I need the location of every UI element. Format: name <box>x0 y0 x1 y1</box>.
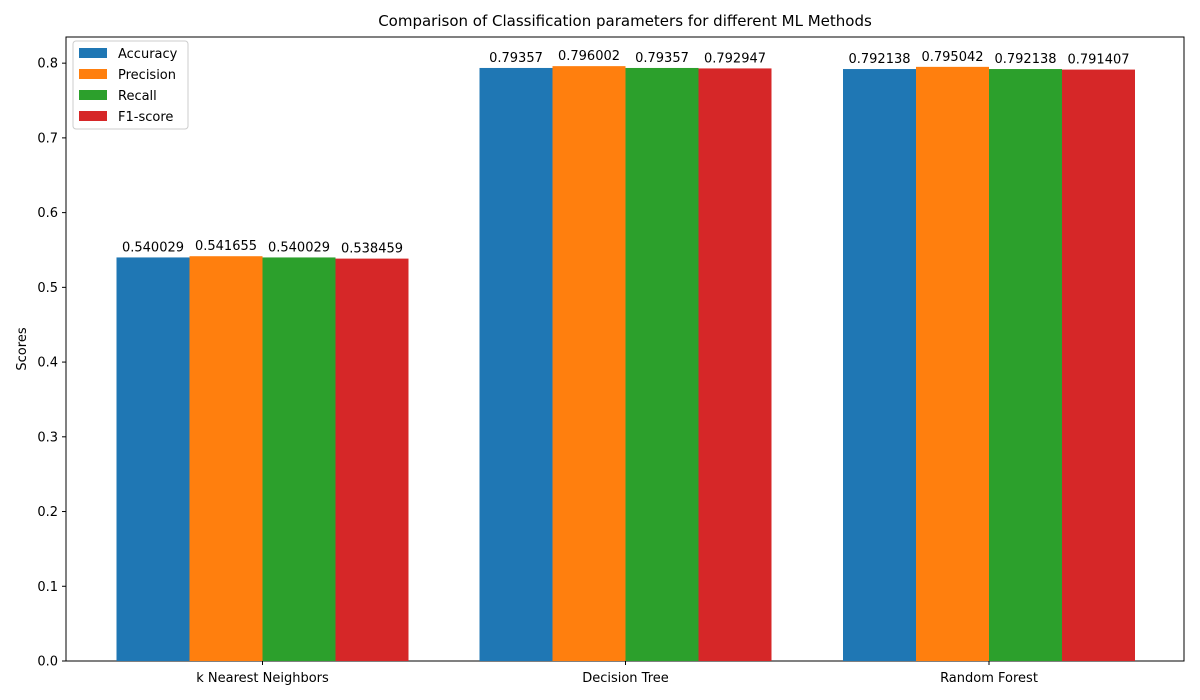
legend-swatch <box>79 48 107 58</box>
bar <box>698 68 772 661</box>
bar-value-label: 0.795042 <box>921 50 983 65</box>
bar-value-label: 0.792138 <box>994 52 1056 67</box>
bar <box>116 257 190 661</box>
chart-title: Comparison of Classification parameters … <box>378 12 872 30</box>
legend-label: Precision <box>118 68 176 83</box>
y-tick-label: 0.8 <box>37 57 58 72</box>
y-tick-label: 0.5 <box>37 281 58 296</box>
bar <box>552 66 626 661</box>
legend-label: Accuracy <box>118 47 178 62</box>
bar-value-label: 0.540029 <box>122 240 184 255</box>
y-tick-label: 0.6 <box>37 206 58 221</box>
legend-swatch <box>79 111 107 121</box>
bar <box>989 69 1062 661</box>
bar <box>1062 69 1135 662</box>
legend-swatch <box>79 90 107 100</box>
y-tick-label: 0.7 <box>37 131 58 146</box>
bar <box>262 257 336 661</box>
legend-swatch <box>79 69 107 79</box>
bar-value-label: 0.541655 <box>195 239 257 254</box>
plot-area: 0.0 0.1 0.2 0.3 0.4 0.5 0.6 0.7 0.8 k Nearest Nei… <box>37 36 1185 686</box>
legend-frame <box>72 40 189 130</box>
bar-value-label: 0.792138 <box>848 52 910 67</box>
bar-value-label: 0.540029 <box>268 240 330 255</box>
bar-value-label: 0.796002 <box>558 49 620 64</box>
y-tick-label: 0.2 <box>37 505 58 520</box>
y-tick-label: 0.1 <box>37 580 58 595</box>
bar-value-label: 0.79357 <box>489 51 543 66</box>
y-tick-label: 0.0 <box>37 655 58 670</box>
legend: Accuracy Precision Recall F1-score <box>72 40 189 130</box>
bar <box>479 67 553 661</box>
bar <box>916 66 989 661</box>
bar <box>335 258 409 661</box>
bar-value-label: 0.79357 <box>635 51 689 66</box>
legend-label: F1-score <box>118 110 173 125</box>
y-tick-label: 0.4 <box>37 356 58 371</box>
bar <box>625 67 699 661</box>
x-tick-label: Random Forest <box>940 671 1038 686</box>
y-tick-label: 0.3 <box>37 430 58 445</box>
x-tick-label: k Nearest Neighbors <box>196 671 329 686</box>
bar-value-label: 0.791407 <box>1067 53 1129 68</box>
bar-value-label: 0.538459 <box>341 242 403 257</box>
x-tick-label: Decision Tree <box>582 671 669 686</box>
legend-label: Recall <box>118 89 157 104</box>
y-axis-label: Scores <box>15 327 30 370</box>
bar-value-label: 0.792947 <box>704 51 766 66</box>
bar <box>843 69 916 661</box>
bar <box>189 256 263 661</box>
